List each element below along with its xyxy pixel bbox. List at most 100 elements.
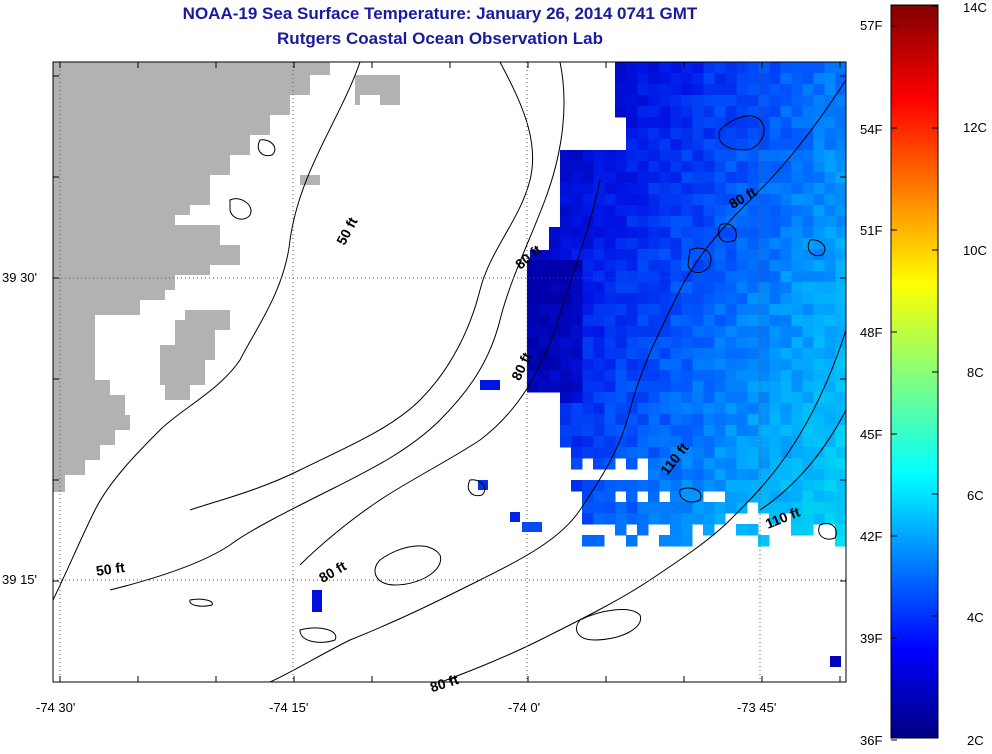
sst-cell: [780, 403, 792, 415]
sst-cell: [769, 392, 781, 404]
sst-cell: [692, 348, 704, 360]
sst-cell: [714, 447, 726, 459]
sst-cell: [659, 161, 671, 173]
sst-cell: [648, 480, 660, 492]
sst-cell: [747, 205, 759, 217]
sst-cell: [560, 161, 572, 173]
sst-cell: [813, 282, 825, 294]
sst-cell: [703, 480, 715, 492]
sst-cell: [769, 205, 781, 217]
sst-cell: [791, 370, 803, 382]
sst-cell: [637, 304, 649, 316]
sst-cell: [747, 469, 759, 481]
sst-cell: [571, 447, 583, 459]
sst-cell: [648, 260, 660, 272]
sst-cell: [659, 106, 671, 118]
sst-cell: [571, 227, 583, 239]
sst-cell: [747, 227, 759, 239]
bathymetry-contours: [53, 62, 846, 682]
sst-cell: [582, 161, 594, 173]
sst-cell: [758, 359, 770, 371]
sst-cell: [681, 381, 693, 393]
sst-cell: [681, 150, 693, 162]
sst-cell: [670, 117, 682, 129]
sst-cell: [703, 238, 715, 250]
sst-cell: [582, 414, 594, 426]
sst-cell: [692, 480, 704, 492]
sst-cell: [637, 260, 649, 272]
sst-cell: [670, 106, 682, 118]
sst-cell: [670, 205, 682, 217]
sst-cell: [571, 194, 583, 206]
sst-cell: [538, 359, 550, 371]
sst-cell: [824, 403, 836, 415]
sst-cell: [571, 271, 583, 283]
sst-cell: [637, 216, 649, 228]
sst-cell: [549, 359, 561, 371]
sst-cell: [626, 392, 638, 404]
sst-cell: [681, 524, 693, 536]
sst-cell: [714, 260, 726, 272]
sst-cell: [549, 348, 561, 360]
sst-cell: [714, 304, 726, 316]
sst-cell: [769, 370, 781, 382]
sst-cell: [802, 139, 814, 151]
sst-cell: [703, 205, 715, 217]
sst-cell: [670, 381, 682, 393]
sst-cell: [714, 249, 726, 261]
sst-cell: [582, 491, 594, 503]
sst-cell: [780, 216, 792, 228]
sst-cell: [637, 315, 649, 327]
sst-cell: [538, 282, 550, 294]
sst-cell: [593, 161, 605, 173]
sst-cell: [736, 227, 748, 239]
sst-cell: [758, 370, 770, 382]
sst-cell: [615, 84, 627, 96]
sst-cell: [549, 260, 561, 272]
sst-cell: [758, 249, 770, 261]
sst-cell: [703, 513, 715, 525]
sst-cell: [813, 480, 825, 492]
sst-cell: [780, 392, 792, 404]
sst-cell: [747, 271, 759, 283]
sst-cell: [560, 271, 572, 283]
sst-cell: [593, 227, 605, 239]
sst-cell: [527, 260, 539, 272]
sst-cell: [549, 337, 561, 349]
sst-cell: [769, 414, 781, 426]
sst-cell: [824, 117, 836, 129]
sst-cell: [659, 381, 671, 393]
sst-cell: [824, 238, 836, 250]
sst-cell: [626, 414, 638, 426]
sst-cell: [758, 293, 770, 305]
sst-cell: [714, 392, 726, 404]
sst-cell: [780, 293, 792, 305]
sst-cell: [747, 425, 759, 437]
sst-cell: [560, 260, 572, 272]
sst-cell: [747, 337, 759, 349]
sst-cell: [714, 128, 726, 140]
sst-cell: [835, 95, 846, 107]
sst-cell: [604, 436, 616, 448]
sst-cell: [725, 436, 737, 448]
sst-cell: [714, 502, 726, 514]
sst-cell: [703, 381, 715, 393]
sst-cell: [769, 425, 781, 437]
sst-cell: [692, 469, 704, 481]
sst-cell: [714, 194, 726, 206]
sst-cell: [802, 436, 814, 448]
sst-cell: [791, 425, 803, 437]
sst-cell: [582, 150, 594, 162]
sst-cell: [835, 238, 846, 250]
sst-cell: [714, 359, 726, 371]
sst-cell: [769, 139, 781, 151]
sst-cell: [593, 491, 605, 503]
sst-cell: [835, 491, 846, 503]
sst-cell: [670, 315, 682, 327]
sst-cell: [692, 315, 704, 327]
sst-cell: [637, 370, 649, 382]
sst-cell: [659, 370, 671, 382]
sst-cell: [791, 513, 803, 525]
sst-cell: [615, 403, 627, 415]
sst-cell: [824, 337, 836, 349]
